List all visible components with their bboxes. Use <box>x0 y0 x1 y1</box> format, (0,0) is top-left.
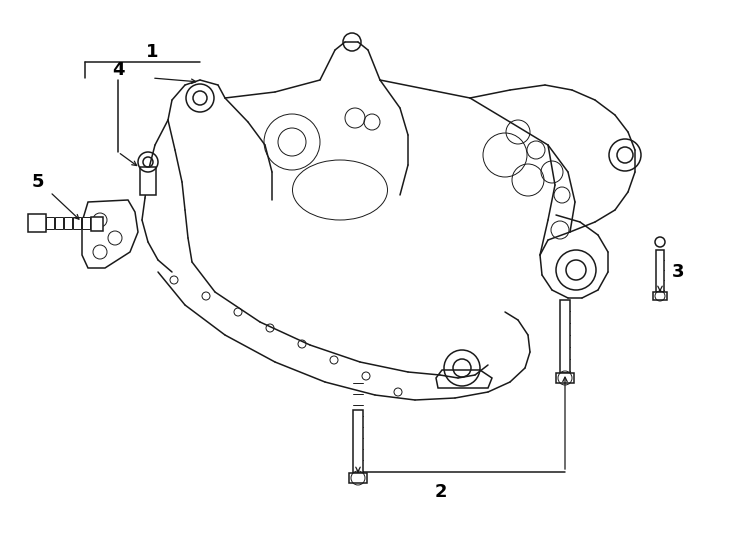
Bar <box>82 217 90 229</box>
Bar <box>73 217 81 229</box>
Text: 4: 4 <box>112 61 124 79</box>
Bar <box>560 300 570 373</box>
Bar <box>55 217 63 229</box>
Bar <box>140 167 156 195</box>
Bar <box>556 373 574 383</box>
Bar <box>349 473 367 483</box>
Bar <box>656 250 664 292</box>
Bar <box>64 217 72 229</box>
Text: 1: 1 <box>146 43 159 61</box>
Bar <box>91 217 103 231</box>
Text: 3: 3 <box>672 263 684 281</box>
Text: 2: 2 <box>435 483 447 501</box>
Bar <box>353 410 363 473</box>
Bar <box>28 214 46 232</box>
Bar <box>653 292 667 300</box>
Bar <box>46 217 54 229</box>
Text: 5: 5 <box>32 173 44 191</box>
